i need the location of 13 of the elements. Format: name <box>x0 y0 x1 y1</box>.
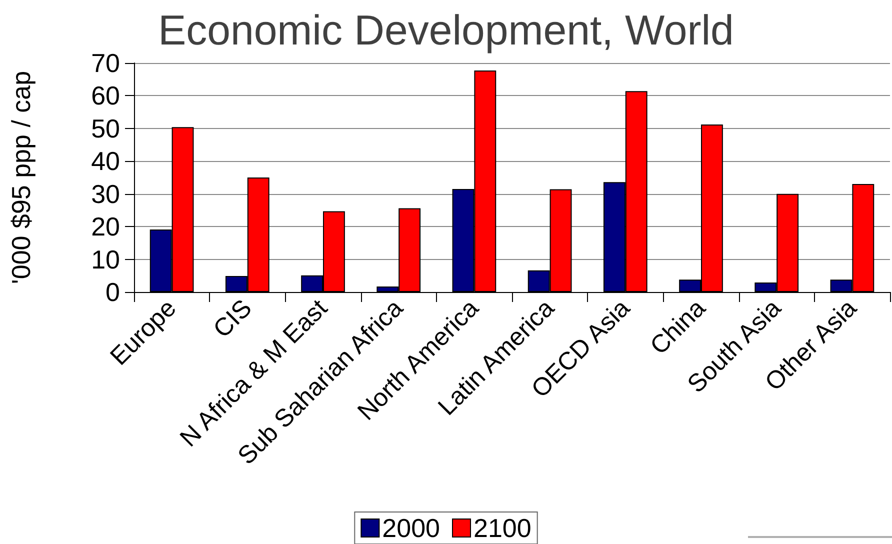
y-tick-label: 50 <box>91 113 120 144</box>
y-tick-label: 0 <box>106 277 120 307</box>
chart-title: Economic Development, World <box>158 6 734 54</box>
y-axis-title: '000 $95 ppp / cap <box>6 70 36 284</box>
y-tick-label: 70 <box>91 48 120 78</box>
y-tick-label: 10 <box>91 244 120 274</box>
y-tick-label: 30 <box>91 178 120 209</box>
legend-label: 2000 <box>382 513 440 543</box>
x-tick-label: CIS <box>208 294 258 344</box>
y-tick-label: 20 <box>91 212 120 242</box>
y-tick-label: 60 <box>91 80 120 111</box>
y-tick-label: 40 <box>91 146 120 176</box>
legend-label: 2100 <box>474 513 532 543</box>
